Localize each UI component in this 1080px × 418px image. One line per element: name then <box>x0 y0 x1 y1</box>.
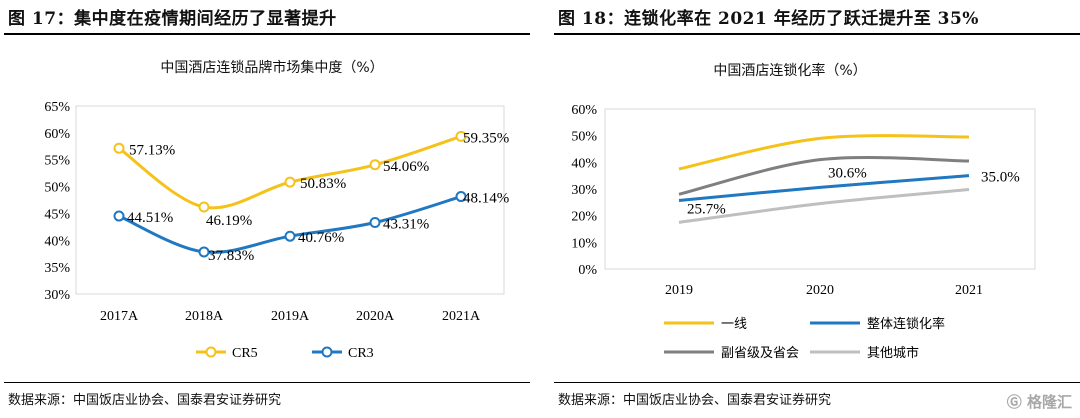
series-line <box>678 134 970 171</box>
data-label: 43.31% <box>383 217 429 233</box>
plot-area-border <box>604 108 1036 270</box>
data-point-cr5 <box>455 130 467 142</box>
y-tick-label: 35% <box>44 261 70 276</box>
legend-label: 一线 <box>721 317 747 332</box>
y-tick-label: 0% <box>578 263 597 278</box>
y-tick-label: 30% <box>44 288 70 303</box>
y-tick-label: 30% <box>571 183 597 198</box>
y-tick-label: 60% <box>44 127 70 142</box>
data-label: 48.14% <box>463 191 509 207</box>
plot-area-border <box>75 105 505 295</box>
top-rule <box>554 33 1080 35</box>
data-label: 44.51% <box>127 210 173 226</box>
data-label: 37.83% <box>208 248 254 264</box>
data-label: 50.83% <box>300 176 346 192</box>
data-point-cr5 <box>369 159 381 171</box>
y-tick-label: 50% <box>44 181 70 196</box>
y-tick-label: 65% <box>44 100 70 115</box>
series-line <box>678 174 970 202</box>
bottom-rule <box>4 382 530 383</box>
y-tick-label: 40% <box>44 234 70 249</box>
bottom-rule <box>554 382 1080 383</box>
data-label: 46.19% <box>206 213 252 229</box>
y-tick-label: 10% <box>571 236 597 251</box>
chart-cr: 30% 35% 40% 45% 50% 55% 60% 65% 2017A 2018A 2019A 2… <box>44 100 509 361</box>
data-label: 54.06% <box>383 159 429 175</box>
legend-label: CR3 <box>348 346 374 361</box>
y-tick-label: 55% <box>44 154 70 169</box>
figure-title: 图 18：连锁化率在 2021 年经历了跃迁提升至 35% <box>558 9 979 29</box>
x-tick-label: 2018A <box>185 309 224 324</box>
x-tick-label: 2020 <box>806 283 834 298</box>
figure-17: 图 17：集中度在疫情期间经历了显著提升 中国酒店连锁品牌市场集中度（%） 30… <box>0 0 530 418</box>
y-tick-label: 20% <box>571 210 597 225</box>
data-point-cr3 <box>113 210 125 222</box>
y-tick-label: 40% <box>571 156 597 171</box>
x-tick-label: 2017A <box>100 309 139 324</box>
data-point-cr5 <box>113 142 125 154</box>
x-tick-label: 2020A <box>356 309 395 324</box>
figure-title: 图 17：集中度在疫情期间经历了显著提升 <box>8 9 337 29</box>
y-tick-label: 50% <box>571 130 597 145</box>
y-tick-label: 45% <box>44 207 70 222</box>
chart-title: 中国酒店连锁品牌市场集中度（%） <box>160 60 384 76</box>
watermark-logo: Ⓖ 格隆汇 <box>1006 393 1072 411</box>
x-tick-label: 2019 <box>665 283 693 298</box>
data-label: 57.13% <box>129 142 175 158</box>
source-note: 数据来源：中国饭店业协会、国泰君安证券研究 <box>558 393 832 408</box>
data-label: 59.35% <box>463 130 509 146</box>
watermark-text: 格隆汇 <box>1026 393 1072 411</box>
data-point-cr3 <box>284 230 296 242</box>
data-point-cr3 <box>455 191 467 203</box>
data-label: 30.6% <box>828 165 867 181</box>
data-point-cr3 <box>198 246 210 258</box>
legend-label: 整体连锁化率 <box>867 316 945 332</box>
chart-chain-rate: 0% 10% 20% 30% 40% 50% 60% 2019 2020 2021 25.7% 30.… <box>571 103 1036 361</box>
legend-label: 副省级及省会 <box>721 346 799 361</box>
legend-label: CR5 <box>232 346 258 361</box>
figure-18: 图 18：连锁化率在 2021 年经历了跃迁提升至 35% 中国酒店连锁化率（%… <box>550 0 1080 418</box>
x-tick-label: 2019A <box>271 309 310 324</box>
legend-marker-cr5 <box>205 346 217 358</box>
data-point-cr5 <box>198 201 210 213</box>
data-point-cr5 <box>284 176 296 188</box>
data-label: 35.0% <box>981 170 1020 186</box>
data-label: 40.76% <box>298 230 344 246</box>
data-label: 25.7% <box>687 201 726 217</box>
x-tick-label: 2021 <box>955 283 983 298</box>
source-note: 数据来源：中国饭店业协会、国泰君安证券研究 <box>8 393 282 408</box>
series-line <box>678 155 970 196</box>
top-rule <box>4 33 530 35</box>
legend-marker-cr3 <box>321 346 333 358</box>
data-point-cr3 <box>369 217 381 229</box>
y-tick-label: 60% <box>571 103 597 118</box>
x-tick-label: 2021A <box>442 309 481 324</box>
chart-title: 中国酒店连锁化率（%） <box>713 63 867 79</box>
series-line <box>678 188 970 224</box>
legend-label: 其他城市 <box>867 345 919 361</box>
